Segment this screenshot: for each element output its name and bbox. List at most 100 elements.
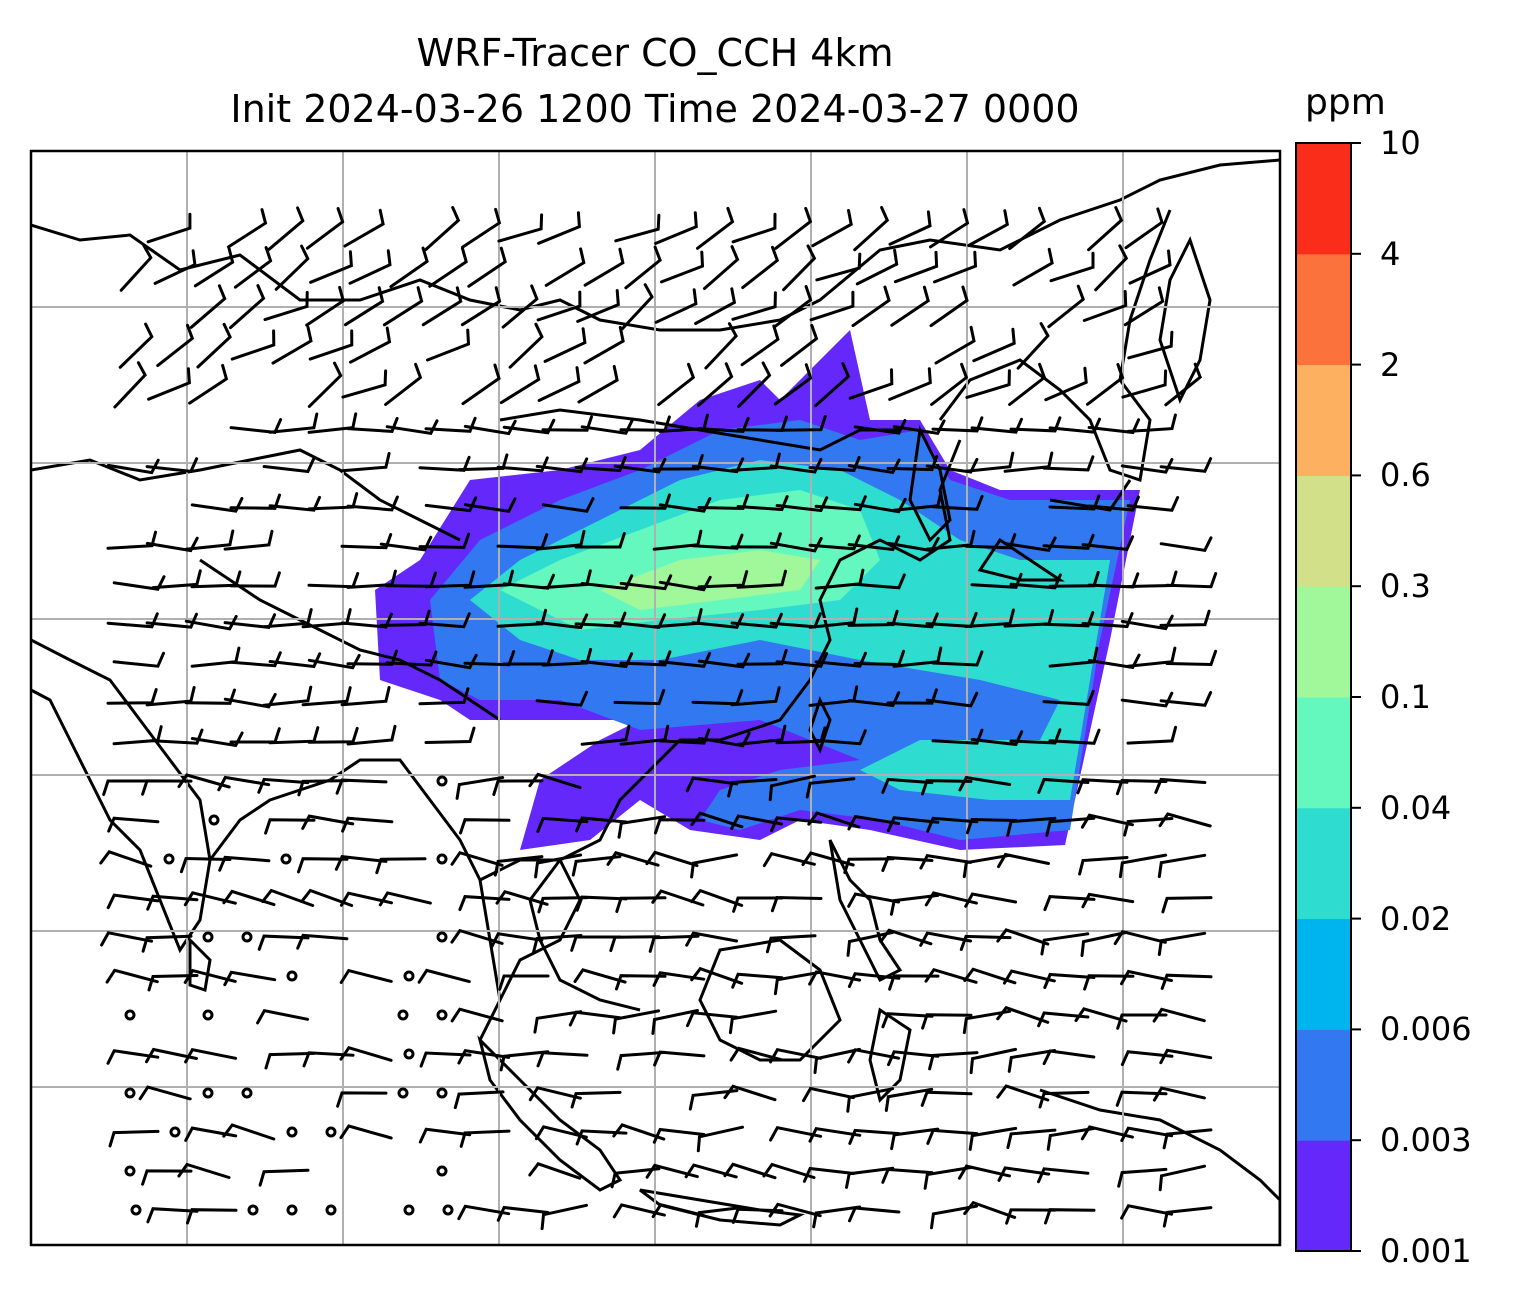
wind-barb: [151, 569, 202, 590]
wind-barb: [190, 731, 244, 748]
wind-barb: [339, 968, 393, 984]
wind-barb: [1009, 416, 1062, 433]
wind-barb: [384, 362, 423, 406]
colorbar-tick-label: 4: [1380, 234, 1401, 273]
wind-barb: [853, 419, 907, 435]
colorbar-tick-label: 0.001: [1380, 1232, 1472, 1270]
wind-barb: [740, 324, 780, 367]
wind-barb: [1162, 1206, 1213, 1228]
calm-wind-marker: [208, 814, 220, 826]
wind-barb: [302, 1051, 355, 1068]
wind-barb: [645, 850, 699, 868]
wind-barb: [580, 419, 634, 435]
calm-wind-marker: [241, 1087, 253, 1099]
wind-barb: [499, 364, 541, 405]
wind-barb: [1158, 1164, 1206, 1192]
wind-barb: [222, 889, 276, 907]
wind-barb: [1120, 969, 1173, 986]
wind-barb: [893, 250, 939, 284]
calm-wind-marker: [436, 931, 448, 943]
wind-barb: [570, 1090, 622, 1109]
colorbar-frame: [1295, 142, 1352, 1252]
wind-barb: [223, 692, 277, 709]
wind-barb: [341, 369, 388, 399]
wind-barb: [1049, 251, 1095, 283]
wind-barb: [1123, 817, 1174, 837]
borneo: [698, 938, 842, 1062]
wind-barb: [424, 726, 476, 744]
wind-barb: [271, 325, 313, 365]
wind-barb: [930, 362, 969, 406]
wind-barb: [428, 246, 468, 288]
siberia-coast: [938, 209, 1172, 482]
wind-barb: [229, 284, 266, 330]
wind-barb: [930, 1204, 979, 1230]
wind-barb: [773, 970, 823, 996]
wind-barb: [1037, 1167, 1090, 1184]
wind-barb: [846, 931, 894, 957]
new-guinea: [1039, 1088, 1280, 1245]
wind-barb: [106, 530, 157, 550]
wind-barb: [1120, 1126, 1174, 1143]
wind-barb: [1159, 1048, 1213, 1065]
wind-barb: [183, 968, 237, 984]
wind-barb: [931, 494, 984, 511]
wind-barb: [814, 729, 867, 746]
wind-barb: [1124, 207, 1164, 250]
wind-barb: [886, 688, 938, 705]
wind-barb: [583, 325, 625, 365]
colorbar-segment-0: [1296, 1140, 1351, 1252]
wind-barb: [648, 934, 700, 953]
wind-barb: [962, 853, 1012, 879]
wind-barb: [496, 1205, 550, 1222]
calm-wind-marker: [202, 931, 214, 943]
wind-barb: [808, 1127, 862, 1143]
wind-barb: [1157, 853, 1207, 879]
wind-barb: [339, 891, 393, 907]
wind-barb: [151, 728, 204, 745]
wind-barb: [340, 533, 393, 550]
wind-barb: [543, 327, 587, 363]
wind-barb: [264, 1051, 316, 1070]
wind-barb: [613, 457, 667, 474]
wind-barb: [177, 1162, 231, 1179]
sri-lanka: [188, 936, 212, 992]
calm-wind-marker: [286, 970, 298, 982]
calm-wind-marker: [202, 1009, 214, 1021]
wind-barb: [145, 686, 196, 707]
wind-barb: [730, 814, 784, 830]
colorbar-segment-2: [1296, 918, 1351, 1030]
colorbar: [1296, 142, 1361, 1252]
wind-barb: [1042, 533, 1095, 550]
wind-barbs: [99, 206, 1218, 1231]
wind-barb: [808, 970, 862, 986]
wind-barb: [931, 650, 984, 667]
wind-barb: [723, 1162, 777, 1180]
wind-barb: [424, 653, 478, 670]
wind-barb: [1076, 778, 1129, 795]
wind-barb: [919, 853, 973, 870]
wind-barb: [257, 934, 310, 951]
wind-barb: [651, 1009, 699, 1035]
wind-barb: [153, 249, 197, 285]
wind-barb: [929, 285, 969, 328]
wind-barb: [965, 817, 1018, 835]
mongolia-border: [499, 408, 900, 452]
wind-barb: [931, 416, 984, 433]
wind-barb: [534, 853, 583, 879]
wind-barb: [606, 851, 660, 867]
wind-barb: [694, 1205, 745, 1228]
wind-barb: [996, 928, 1050, 946]
wind-barb: [379, 535, 433, 552]
wind-barb: [970, 730, 1024, 747]
wind-barb: [1159, 691, 1213, 707]
calm-wind-marker: [436, 1087, 448, 1099]
wind-barb: [732, 896, 784, 913]
wind-barb: [691, 613, 745, 629]
wind-barb: [654, 211, 698, 245]
colorbar-tick-label: 0.6: [1380, 456, 1431, 495]
wind-barb: [769, 536, 823, 553]
wind-barb: [1048, 728, 1101, 745]
wind-barb: [532, 934, 583, 954]
wind-barb: [843, 857, 895, 875]
